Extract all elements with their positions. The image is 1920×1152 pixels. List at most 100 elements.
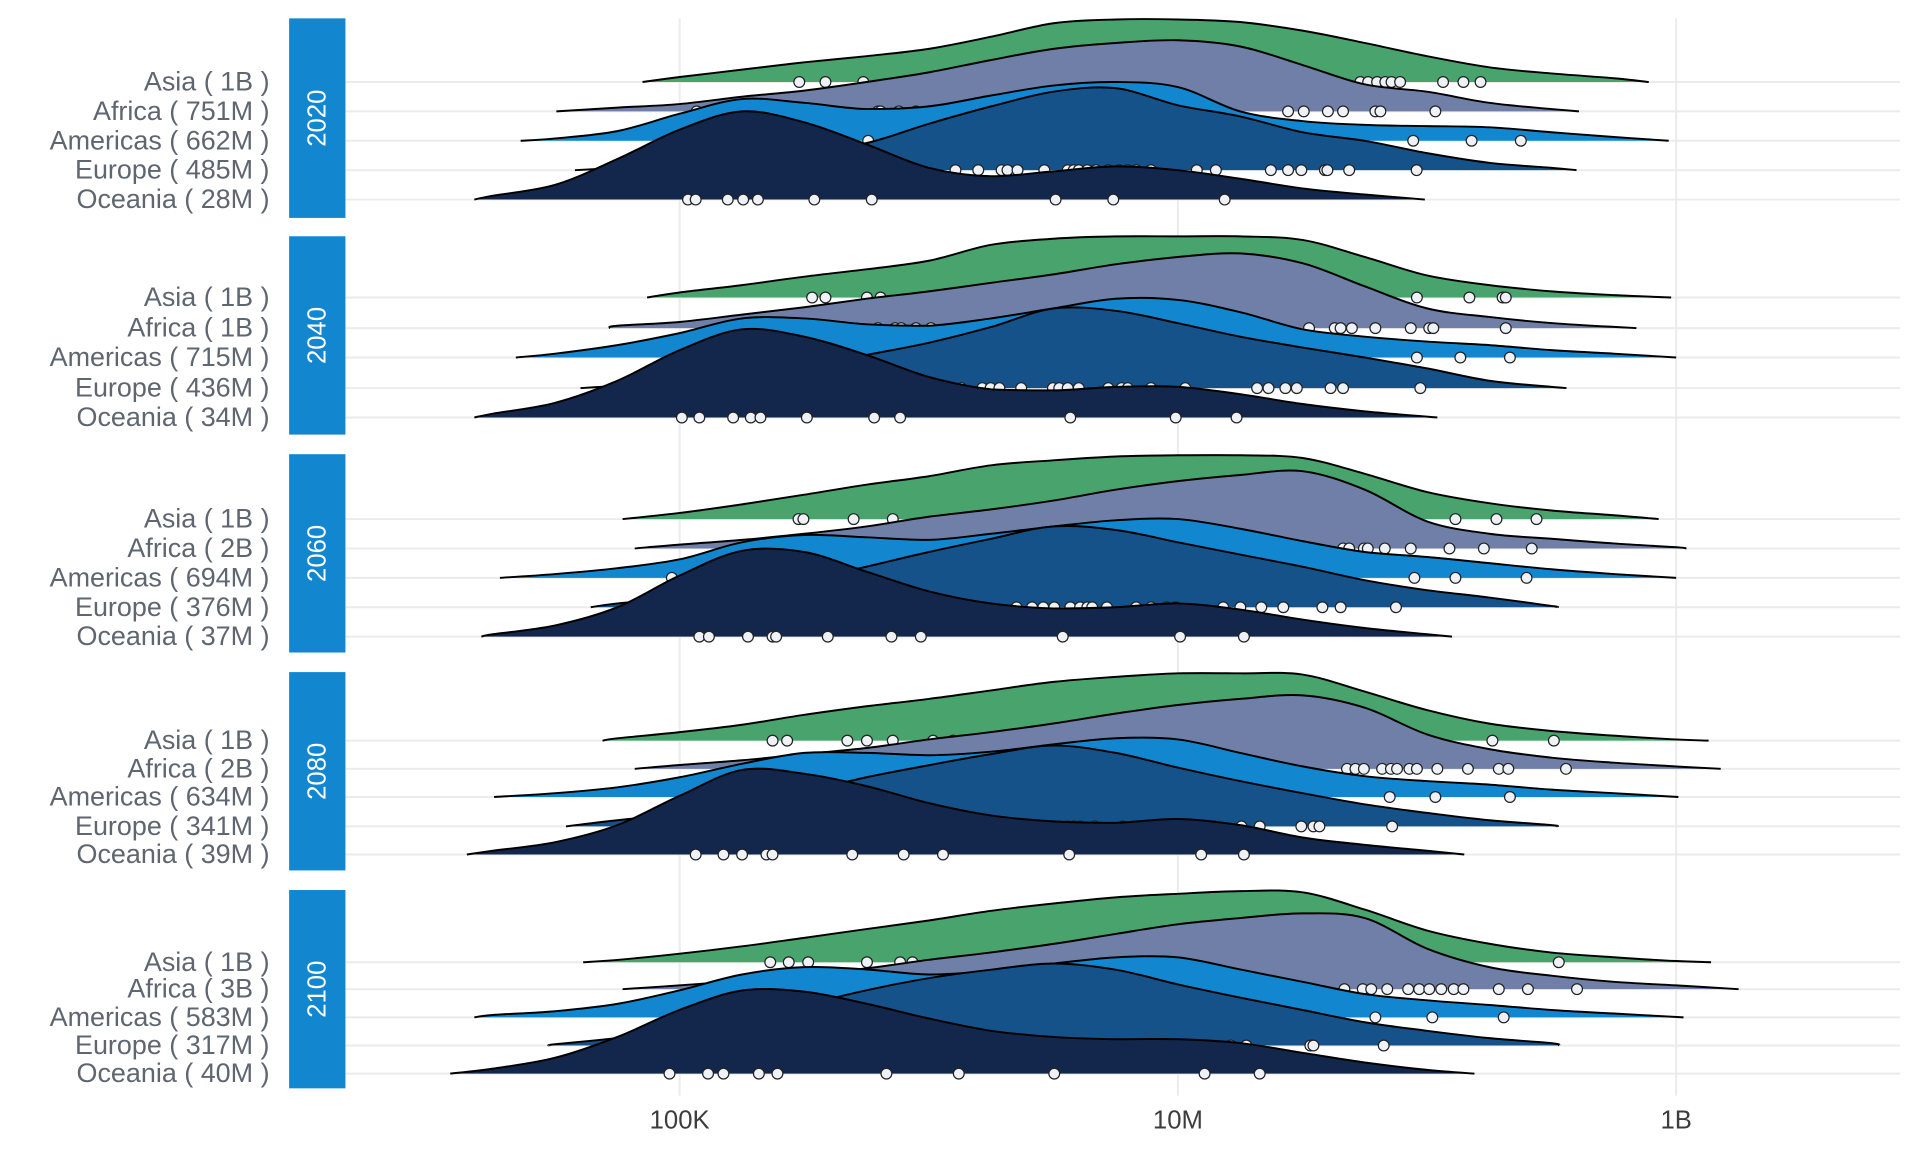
ridges bbox=[450, 18, 1739, 1080]
data-point bbox=[1410, 351, 1423, 364]
data-point bbox=[1426, 1011, 1439, 1024]
data-point bbox=[1279, 382, 1292, 395]
data-point bbox=[972, 164, 985, 177]
data-point bbox=[754, 411, 767, 424]
region-label: Americas ( 634M ) bbox=[50, 782, 270, 812]
data-point bbox=[1378, 542, 1391, 555]
data-point bbox=[1474, 76, 1487, 89]
year-strip-background bbox=[289, 18, 346, 218]
data-point bbox=[1374, 105, 1387, 118]
density-line bbox=[602, 671, 1709, 742]
ridge-oceania bbox=[474, 110, 1425, 206]
data-point bbox=[1365, 983, 1378, 996]
density-area bbox=[622, 913, 1739, 990]
data-point bbox=[1499, 291, 1512, 304]
data-point bbox=[1290, 382, 1303, 395]
data-point bbox=[766, 734, 779, 747]
density-line bbox=[642, 18, 1649, 83]
region-label: Americas ( 715M ) bbox=[50, 342, 270, 372]
density-line bbox=[608, 252, 1637, 330]
data-point bbox=[1394, 76, 1407, 89]
data-point bbox=[1427, 322, 1440, 335]
data-point bbox=[702, 1067, 715, 1080]
density-line bbox=[493, 736, 1679, 798]
data-point bbox=[737, 193, 750, 206]
density-line bbox=[622, 454, 1659, 521]
data-point bbox=[1381, 983, 1394, 996]
region-label: Oceania ( 28M ) bbox=[77, 184, 270, 214]
region-label: Oceania ( 39M ) bbox=[77, 839, 270, 869]
data-point bbox=[752, 1067, 765, 1080]
region-label: Africa ( 1B ) bbox=[127, 313, 269, 343]
data-point bbox=[880, 1067, 893, 1080]
x-axis-ticks: 100K 10M 1B bbox=[650, 1107, 1692, 1135]
data-point bbox=[1407, 134, 1420, 147]
data-point bbox=[1313, 820, 1326, 833]
data-point bbox=[1321, 164, 1334, 177]
year-strip: 2080 bbox=[289, 672, 346, 871]
data-point bbox=[1414, 382, 1427, 395]
data-point bbox=[1486, 734, 1499, 747]
density-area bbox=[634, 695, 1721, 769]
data-point bbox=[702, 630, 715, 643]
data-point bbox=[1431, 762, 1444, 775]
data-point bbox=[1391, 762, 1404, 775]
data-point bbox=[1001, 164, 1014, 177]
data-point bbox=[717, 1067, 730, 1080]
data-point bbox=[663, 1067, 676, 1080]
year-strip-label: 2020 bbox=[303, 90, 331, 147]
data-point bbox=[847, 513, 860, 526]
region-label: Asia ( 1B ) bbox=[144, 947, 270, 977]
region-label: Africa ( 751M ) bbox=[93, 96, 270, 126]
data-point bbox=[936, 848, 949, 861]
data-point bbox=[1048, 1067, 1061, 1080]
region-label: Asia ( 1B ) bbox=[144, 504, 270, 534]
density-line bbox=[520, 81, 1669, 142]
data-point bbox=[1465, 134, 1478, 147]
data-point bbox=[1454, 351, 1467, 364]
ridge-asia bbox=[602, 671, 1709, 747]
ridge-oceania bbox=[466, 767, 1465, 861]
data-point bbox=[1237, 848, 1250, 861]
data-point bbox=[1457, 983, 1470, 996]
data-point bbox=[1264, 164, 1277, 177]
data-point bbox=[1343, 164, 1356, 177]
data-point bbox=[770, 630, 783, 643]
data-point bbox=[793, 76, 806, 89]
year-strip: 2040 bbox=[289, 236, 346, 435]
x-tick-label: 1B bbox=[1660, 1107, 1691, 1135]
data-point bbox=[841, 734, 854, 747]
data-point bbox=[1410, 291, 1423, 304]
region-label: Europe ( 317M ) bbox=[75, 1030, 270, 1060]
data-point bbox=[819, 76, 832, 89]
region-label: Americas ( 583M ) bbox=[50, 1002, 270, 1032]
density-line bbox=[466, 767, 1465, 856]
data-point bbox=[797, 513, 810, 526]
region-label: Americas ( 662M ) bbox=[50, 125, 270, 155]
density-line bbox=[556, 39, 1580, 113]
density-area bbox=[450, 988, 1475, 1074]
density-area bbox=[474, 328, 1438, 418]
data-point bbox=[846, 848, 859, 861]
year-strip-label: 2060 bbox=[303, 525, 331, 582]
year-strip-background bbox=[289, 454, 346, 653]
year-strip-background bbox=[289, 890, 346, 1089]
density-line bbox=[474, 110, 1425, 201]
data-point bbox=[1337, 382, 1350, 395]
density-line bbox=[450, 987, 1475, 1075]
data-point bbox=[1282, 105, 1295, 118]
data-point bbox=[1552, 956, 1565, 969]
data-point bbox=[1429, 790, 1442, 803]
data-point bbox=[1514, 134, 1527, 147]
data-point bbox=[1377, 1039, 1390, 1052]
data-point bbox=[1297, 105, 1310, 118]
data-point bbox=[1499, 322, 1512, 335]
data-point bbox=[1049, 193, 1062, 206]
data-point bbox=[865, 193, 878, 206]
year-strip: 2060 bbox=[289, 454, 346, 653]
data-point bbox=[1410, 762, 1423, 775]
data-point bbox=[1334, 322, 1347, 335]
x-tick-label: 10M bbox=[1153, 1107, 1203, 1135]
data-point bbox=[1463, 291, 1476, 304]
year-strip-label: 2080 bbox=[303, 743, 331, 800]
